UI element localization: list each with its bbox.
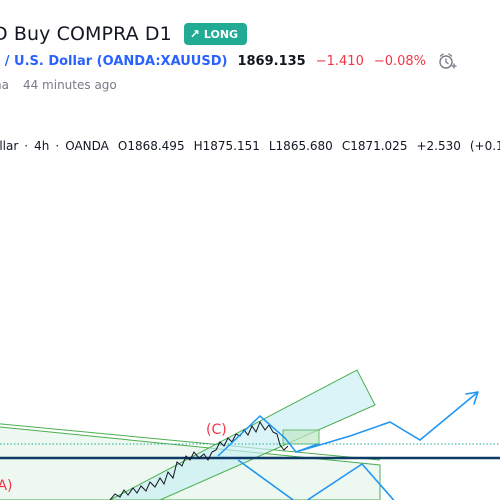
symbol-row: t / U.S. Dollar ( OANDA:XAUUSD ) 1869.13… [0,52,458,70]
idea-title: D Buy COMPRA D1 [0,23,172,45]
alarm-clock-plus-icon[interactable] [436,50,458,72]
wave-label-a[interactable]: (A) [0,478,13,494]
long-badge: ↗ LONG [183,23,248,45]
legend-exchange: OANDA [65,139,109,153]
legend-change: +2.530 [416,139,461,153]
bullish-projection-arrow[interactable] [295,391,479,453]
trend-up-icon: ↗ [189,27,200,41]
legend-open: O1868.495 [117,139,185,153]
legend-low: L1865.680 [268,139,333,153]
symbol-ticker-link[interactable]: OANDA:XAUUSD [102,53,222,69]
last-price: 1869.135 [237,53,306,69]
symbol-name-link[interactable]: t / U.S. Dollar [0,53,93,69]
idea-title-row: D Buy COMPRA D1 ↗ LONG [0,20,248,48]
legend-change-percent: (+0.14% [469,139,500,153]
legend-interval: 4h [34,139,50,153]
author-name[interactable]: na [0,78,9,92]
chart-legend: ollar · 4h · OANDA O1868.495 H1875.151 L… [0,137,500,155]
bearish-projection-path[interactable] [237,459,398,500]
chart-canvas[interactable] [0,160,500,500]
legend-high: H1875.151 [193,139,260,153]
symbol-open-paren: ( [92,53,103,69]
left-channel-top-line[interactable] [0,422,381,461]
projection-arrowhead [465,391,479,405]
legend-close: C1871.025 [341,139,408,153]
chart-area[interactable]: (C) (A) [0,160,500,500]
wave-label-c[interactable]: (C) [206,422,227,438]
price-change: −1.410 [315,53,364,69]
long-badge-label: LONG [203,27,239,41]
rising-channel-shape[interactable] [109,369,376,500]
idea-header: D Buy COMPRA D1 ↗ LONG t / U.S. Dollar (… [0,0,500,153]
price-candles [109,420,289,500]
author-row: na 44 minutes ago [0,77,117,93]
legend-series: ollar [0,139,19,153]
symbol-close-paren: ) [221,53,228,69]
price-change-percent: −0.08% [373,53,427,69]
published-time: 44 minutes ago [22,78,117,92]
